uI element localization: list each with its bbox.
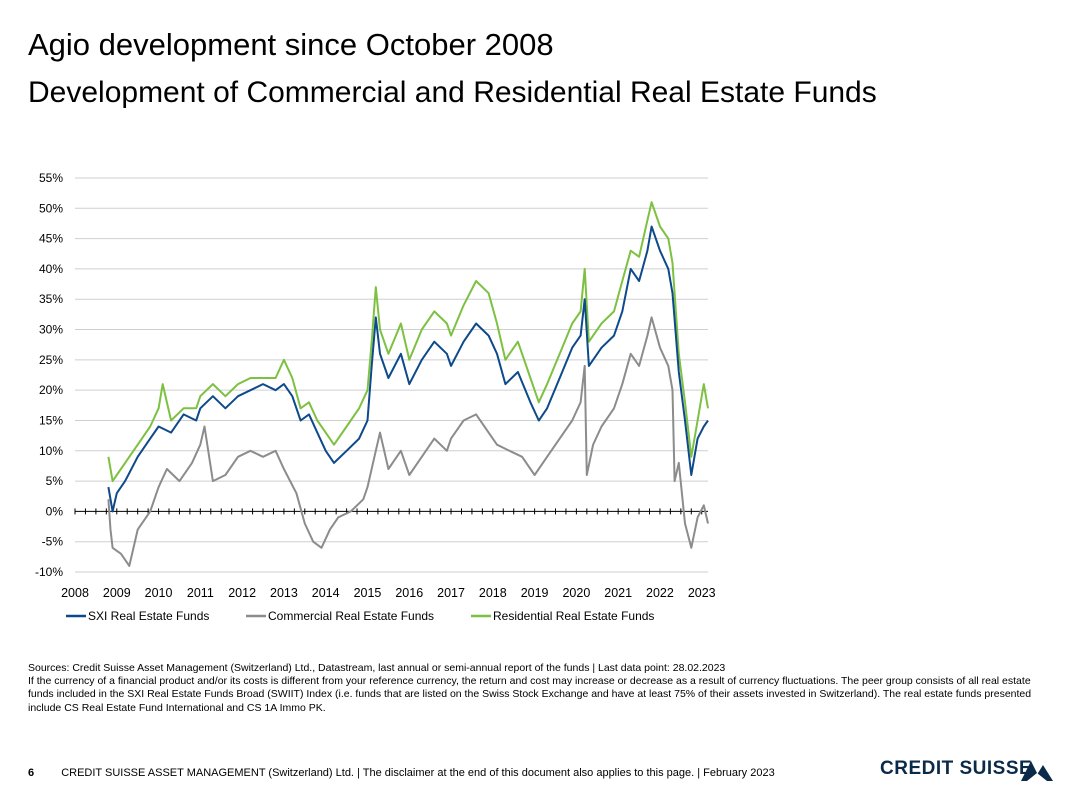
chart-series [107, 201, 709, 567]
disclaimer-text: If the currency of a financial product a… [28, 675, 1032, 714]
agio-line-chart: -10% -5% 0% 5% 10% 15% 20% 25% 30% 35% 40% 45% 50% 55… [35, 171, 716, 623]
x-tick-label: 2023 [688, 586, 716, 600]
x-tick-label: 2016 [395, 586, 423, 600]
y-tick-label: 50% [39, 201, 63, 215]
x-tick-label: 2020 [562, 586, 590, 600]
x-tick-label: 2010 [145, 586, 173, 600]
y-tick-label: 10% [39, 444, 63, 458]
x-tick-label: 2011 [187, 586, 214, 600]
legend-label: Residential Real Estate Funds [493, 609, 654, 623]
y-tick-label: 45% [39, 232, 63, 246]
legend-label: SXI Real Estate Funds [88, 609, 209, 623]
series-line-1 [107, 316, 709, 567]
x-tick-label: 2009 [103, 586, 131, 600]
page-subtitle: Development of Commercial and Residentia… [28, 76, 877, 109]
x-tick-label: 2017 [437, 586, 465, 600]
footer-text: CREDIT SUISSE ASSET MANAGEMENT (Switzerl… [61, 767, 775, 779]
series-line-0 [107, 225, 709, 513]
x-tick-label: 2015 [354, 586, 382, 600]
x-axis: 2008 2009 2010 2011 2012 2013 2014 2015 2016 2017… [61, 508, 716, 600]
y-tick-label: -5% [42, 535, 64, 549]
sails-logo-icon [1021, 761, 1053, 781]
legend-label: Commercial Real Estate Funds [268, 609, 434, 623]
y-tick-label: 20% [39, 383, 63, 397]
y-tick-label: 55% [39, 171, 63, 185]
x-tick-label: 2018 [479, 586, 507, 600]
y-tick-label: -10% [35, 565, 63, 579]
y-tick-label: 30% [39, 323, 63, 337]
y-tick-label: 0% [46, 504, 64, 518]
x-tick-label: 2022 [646, 586, 674, 600]
y-tick-label: 5% [46, 474, 64, 488]
page-number: 6 [28, 767, 35, 779]
x-tick-label: 2014 [312, 586, 340, 600]
y-tick-label: 35% [39, 292, 63, 306]
sources-note: Sources: Credit Suisse Asset Management … [28, 662, 1058, 715]
chart-gridlines [75, 177, 708, 573]
footer: 6 CREDIT SUISSE ASSET MANAGEMENT (Switze… [28, 767, 775, 779]
sources-line: Sources: Credit Suisse Asset Management … [28, 662, 726, 674]
chart-legend: SXI Real Estate Funds Commercial Real Est… [66, 609, 654, 623]
y-axis-tick-labels: -10% -5% 0% 5% 10% 15% 20% 25% 30% 35% 40% 45% 50% 55… [35, 171, 63, 579]
credit-suisse-logo: CREDIT SUISSE [880, 758, 1033, 779]
series-line-2 [107, 201, 709, 483]
x-tick-label: 2019 [521, 586, 549, 600]
x-tick-label: 2021 [604, 586, 632, 600]
y-tick-label: 40% [39, 262, 63, 276]
y-tick-label: 25% [39, 353, 63, 367]
y-tick-label: 15% [39, 413, 63, 427]
x-tick-label: 2013 [270, 586, 298, 600]
x-tick-label: 2008 [61, 586, 89, 600]
page-title: Agio development since October 2008 [28, 27, 554, 62]
x-tick-label: 2012 [228, 586, 256, 600]
